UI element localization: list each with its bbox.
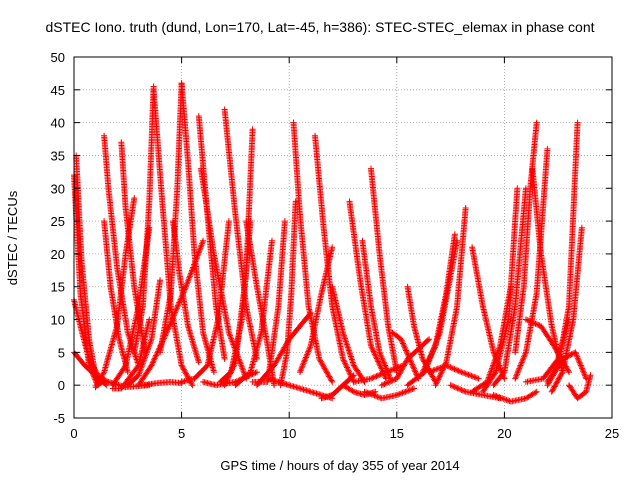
x-tick-label: 25	[605, 426, 619, 441]
satellite-arc	[350, 362, 407, 385]
data-point-markers	[109, 316, 153, 392]
satellite-arc	[329, 283, 368, 385]
data-point-markers	[232, 237, 275, 389]
y-tick-label: 30	[51, 181, 65, 196]
x-tick-label: 20	[497, 426, 511, 441]
data-point-markers	[329, 283, 368, 385]
data-point-markers	[290, 119, 336, 385]
data-point-markers	[512, 119, 540, 356]
data-point-markers	[479, 185, 521, 395]
y-tick-label: 20	[51, 247, 65, 262]
data-point-markers	[359, 237, 394, 382]
x-tick-label: 5	[178, 426, 185, 441]
x-tick-label: 10	[282, 426, 296, 441]
data-point-markers	[346, 198, 389, 382]
data-point-markers	[426, 362, 482, 382]
data-point-markers	[490, 185, 529, 389]
data-point-markers	[312, 132, 357, 385]
satellite-arc	[312, 132, 357, 385]
y-tick-label: 35	[51, 148, 65, 163]
data-point-markers	[544, 349, 590, 389]
axis-ticks: 0 5 10 15 20 25 -5 0 5 10 15 20 25 30 35 40 45 50	[51, 50, 620, 441]
data-point-markers	[566, 372, 594, 402]
satellite-arc	[368, 165, 400, 376]
y-tick-label: -5	[53, 411, 65, 426]
satellite-arc	[512, 119, 540, 356]
satellite-arc	[131, 83, 157, 356]
satellite-arc	[544, 349, 590, 389]
satellite-arc	[170, 218, 202, 366]
chart-title: dSTEC Iono. truth (dund, Lon=170, Lat=-4…	[45, 19, 594, 35]
satellite-arc	[346, 198, 389, 382]
y-tick-label: 10	[51, 313, 65, 328]
satellite-arc	[290, 119, 336, 385]
satellite-arc	[101, 218, 131, 376]
y-tick-label: 50	[51, 50, 65, 65]
data-marks	[71, 80, 594, 405]
satellite-arc	[490, 185, 529, 389]
y-axis-label: dSTEC / TECUs	[5, 190, 20, 285]
satellite-arc	[124, 277, 164, 389]
x-tick-label: 0	[70, 426, 77, 441]
satellite-arc	[419, 231, 458, 376]
y-tick-label: 25	[51, 214, 65, 229]
data-point-markers	[350, 362, 407, 385]
x-tick-label: 15	[390, 426, 404, 441]
data-point-markers	[124, 277, 164, 389]
data-point-markers	[131, 83, 157, 356]
satellite-arc	[426, 362, 482, 382]
data-point-markers	[139, 378, 185, 389]
satellite-arc	[566, 372, 594, 402]
y-tick-label: 40	[51, 116, 65, 131]
satellite-arc	[479, 185, 521, 395]
data-point-markers	[368, 165, 400, 376]
data-point-markers	[277, 198, 299, 389]
data-point-markers	[490, 388, 540, 405]
data-point-markers	[419, 231, 458, 376]
data-point-markers	[170, 218, 202, 366]
satellite-arc	[277, 198, 299, 389]
satellite-arc	[359, 237, 394, 382]
satellite-arc	[139, 378, 185, 389]
y-tick-label: 15	[51, 280, 65, 295]
satellite-arc	[389, 329, 422, 382]
y-tick-label: 0	[58, 378, 65, 393]
y-tick-label: 45	[51, 83, 65, 98]
data-point-markers	[389, 329, 422, 382]
satellite-arc	[178, 80, 217, 376]
data-point-markers	[101, 218, 131, 376]
satellite-arc	[109, 316, 153, 392]
satellite-arc	[361, 385, 417, 402]
data-point-markers	[178, 80, 217, 376]
data-point-markers	[361, 385, 417, 402]
plot-frame	[73, 56, 613, 419]
y-tick-label: 5	[58, 345, 65, 360]
satellite-arc	[490, 388, 540, 405]
x-axis-label: GPS time / hours of day 355 of year 2014	[220, 458, 459, 473]
satellite-arc	[232, 237, 275, 389]
